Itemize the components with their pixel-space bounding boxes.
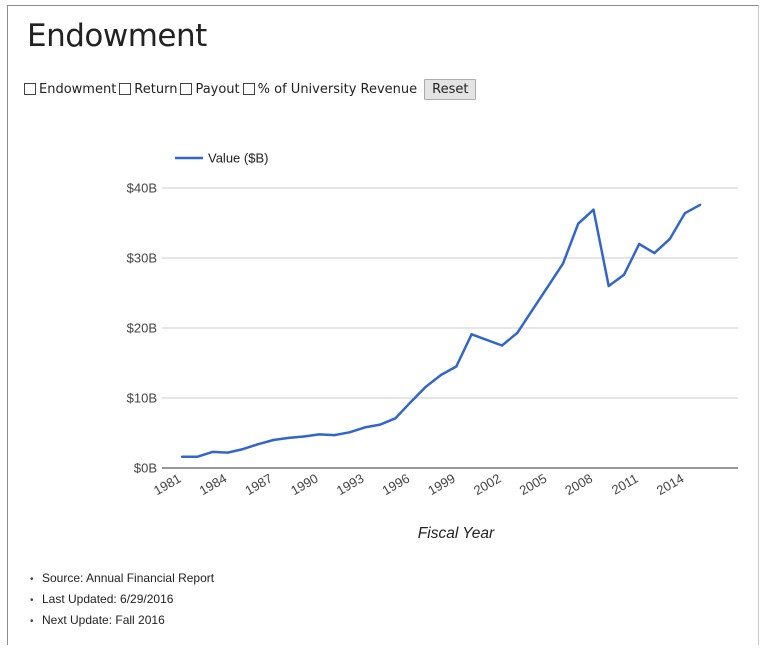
x-tick-label: 2011 — [609, 471, 641, 498]
data-point — [455, 365, 458, 368]
toggle-return[interactable]: Return — [119, 82, 180, 97]
x-axis-title: Fiscal Year — [418, 525, 495, 542]
data-point — [592, 208, 595, 211]
x-tick-label: 1990 — [288, 471, 321, 498]
data-point — [196, 455, 199, 458]
data-point — [272, 438, 275, 442]
data-point — [622, 273, 626, 276]
endowment-label: Endowment — [39, 81, 117, 97]
data-point — [409, 401, 412, 404]
series-toggle-bar: Endowment Return Payout % of University … — [24, 78, 477, 100]
y-tick-label: $0B — [134, 461, 157, 476]
data-point — [333, 433, 336, 437]
series-line — [182, 203, 701, 459]
y-tick-label: $40B — [127, 181, 157, 196]
data-point — [500, 344, 504, 347]
data-point — [516, 331, 519, 335]
data-point — [531, 308, 534, 311]
data-point — [546, 285, 549, 288]
toggle-endowment[interactable]: Endowment — [24, 82, 119, 97]
legend: Value ($B) — [175, 151, 268, 166]
note-item: • Source: Annual Financial Report — [30, 570, 214, 591]
data-point — [424, 385, 428, 388]
data-point — [638, 242, 641, 246]
notes-list: • Source: Annual Financial Report • Last U… — [30, 570, 214, 633]
data-point — [698, 203, 702, 206]
page-title: Endowment — [27, 18, 207, 54]
data-point — [226, 451, 229, 454]
data-point — [668, 237, 671, 241]
data-point — [180, 455, 184, 458]
return-checkbox[interactable] — [119, 83, 132, 95]
data-point — [211, 450, 214, 454]
bullet-icon: • — [30, 574, 34, 585]
x-tick-label: 1984 — [197, 471, 230, 498]
toggle-payout[interactable]: Payout — [180, 82, 242, 97]
note-next-update: Next Update: Fall 2016 — [42, 613, 165, 627]
page-frame — [7, 5, 759, 645]
note-source: Source: Annual Financial Report — [42, 571, 215, 585]
series-group — [180, 203, 702, 459]
data-point — [378, 423, 382, 426]
note-last-updated: Last Updated: 6/29/2016 — [42, 592, 174, 606]
x-tick-label: 2008 — [562, 471, 595, 498]
university-revenue-checkbox[interactable] — [242, 83, 255, 95]
x-tick-label: 2005 — [517, 471, 550, 498]
x-tick-label: 1993 — [334, 471, 367, 498]
return-label: Return — [134, 81, 178, 97]
y-tick-label: $20B — [127, 321, 157, 336]
x-tick-label: 2002 — [471, 471, 504, 498]
data-point — [317, 433, 321, 436]
data-point — [257, 443, 260, 446]
reset-button[interactable]: Reset — [424, 78, 477, 100]
data-point — [577, 222, 580, 225]
data-point — [683, 212, 687, 215]
data-point — [470, 333, 473, 336]
note-item: • Next Update: Fall 2016 — [30, 612, 214, 633]
x-tick-label: 2014 — [654, 471, 687, 498]
data-point — [561, 262, 565, 265]
data-point — [485, 338, 488, 342]
data-point — [287, 436, 290, 440]
bullet-icon: • — [30, 616, 34, 627]
endowment-chart: $0B$10B$20B$30B$40B 1981 1984 1987 1990 1993… — [127, 151, 738, 542]
legend-label: Value ($B) — [208, 151, 268, 166]
data-point — [363, 426, 367, 429]
data-point — [241, 447, 245, 451]
data-point — [394, 417, 397, 420]
endowment-checkbox[interactable] — [24, 83, 36, 95]
gridlines — [162, 187, 738, 469]
y-tick-label: $30B — [127, 251, 157, 266]
data-point — [607, 284, 610, 288]
y-tick-label: $10B — [127, 391, 157, 406]
payout-label: Payout — [195, 81, 240, 97]
toggle-university-revenue[interactable]: % of University Revenue — [242, 81, 420, 97]
data-point — [653, 251, 656, 255]
x-tick-label: 1999 — [425, 471, 458, 498]
data-point — [439, 373, 443, 377]
payout-checkbox[interactable] — [180, 83, 193, 95]
x-axis-ticks: 1981 1984 1987 1990 1993 1996 1999 2002 2005 2008… — [151, 471, 686, 498]
note-item: • Last Updated: 6/29/2016 — [30, 591, 214, 612]
data-point — [348, 431, 351, 434]
x-tick-label: 1996 — [380, 471, 413, 498]
y-axis-ticks: $0B $10B $20B $30B $40B — [127, 181, 157, 476]
bullet-icon: • — [30, 595, 34, 606]
university-revenue-label: % of University Revenue — [257, 81, 418, 97]
data-point — [302, 435, 306, 438]
x-tick-label: 1987 — [242, 471, 275, 498]
